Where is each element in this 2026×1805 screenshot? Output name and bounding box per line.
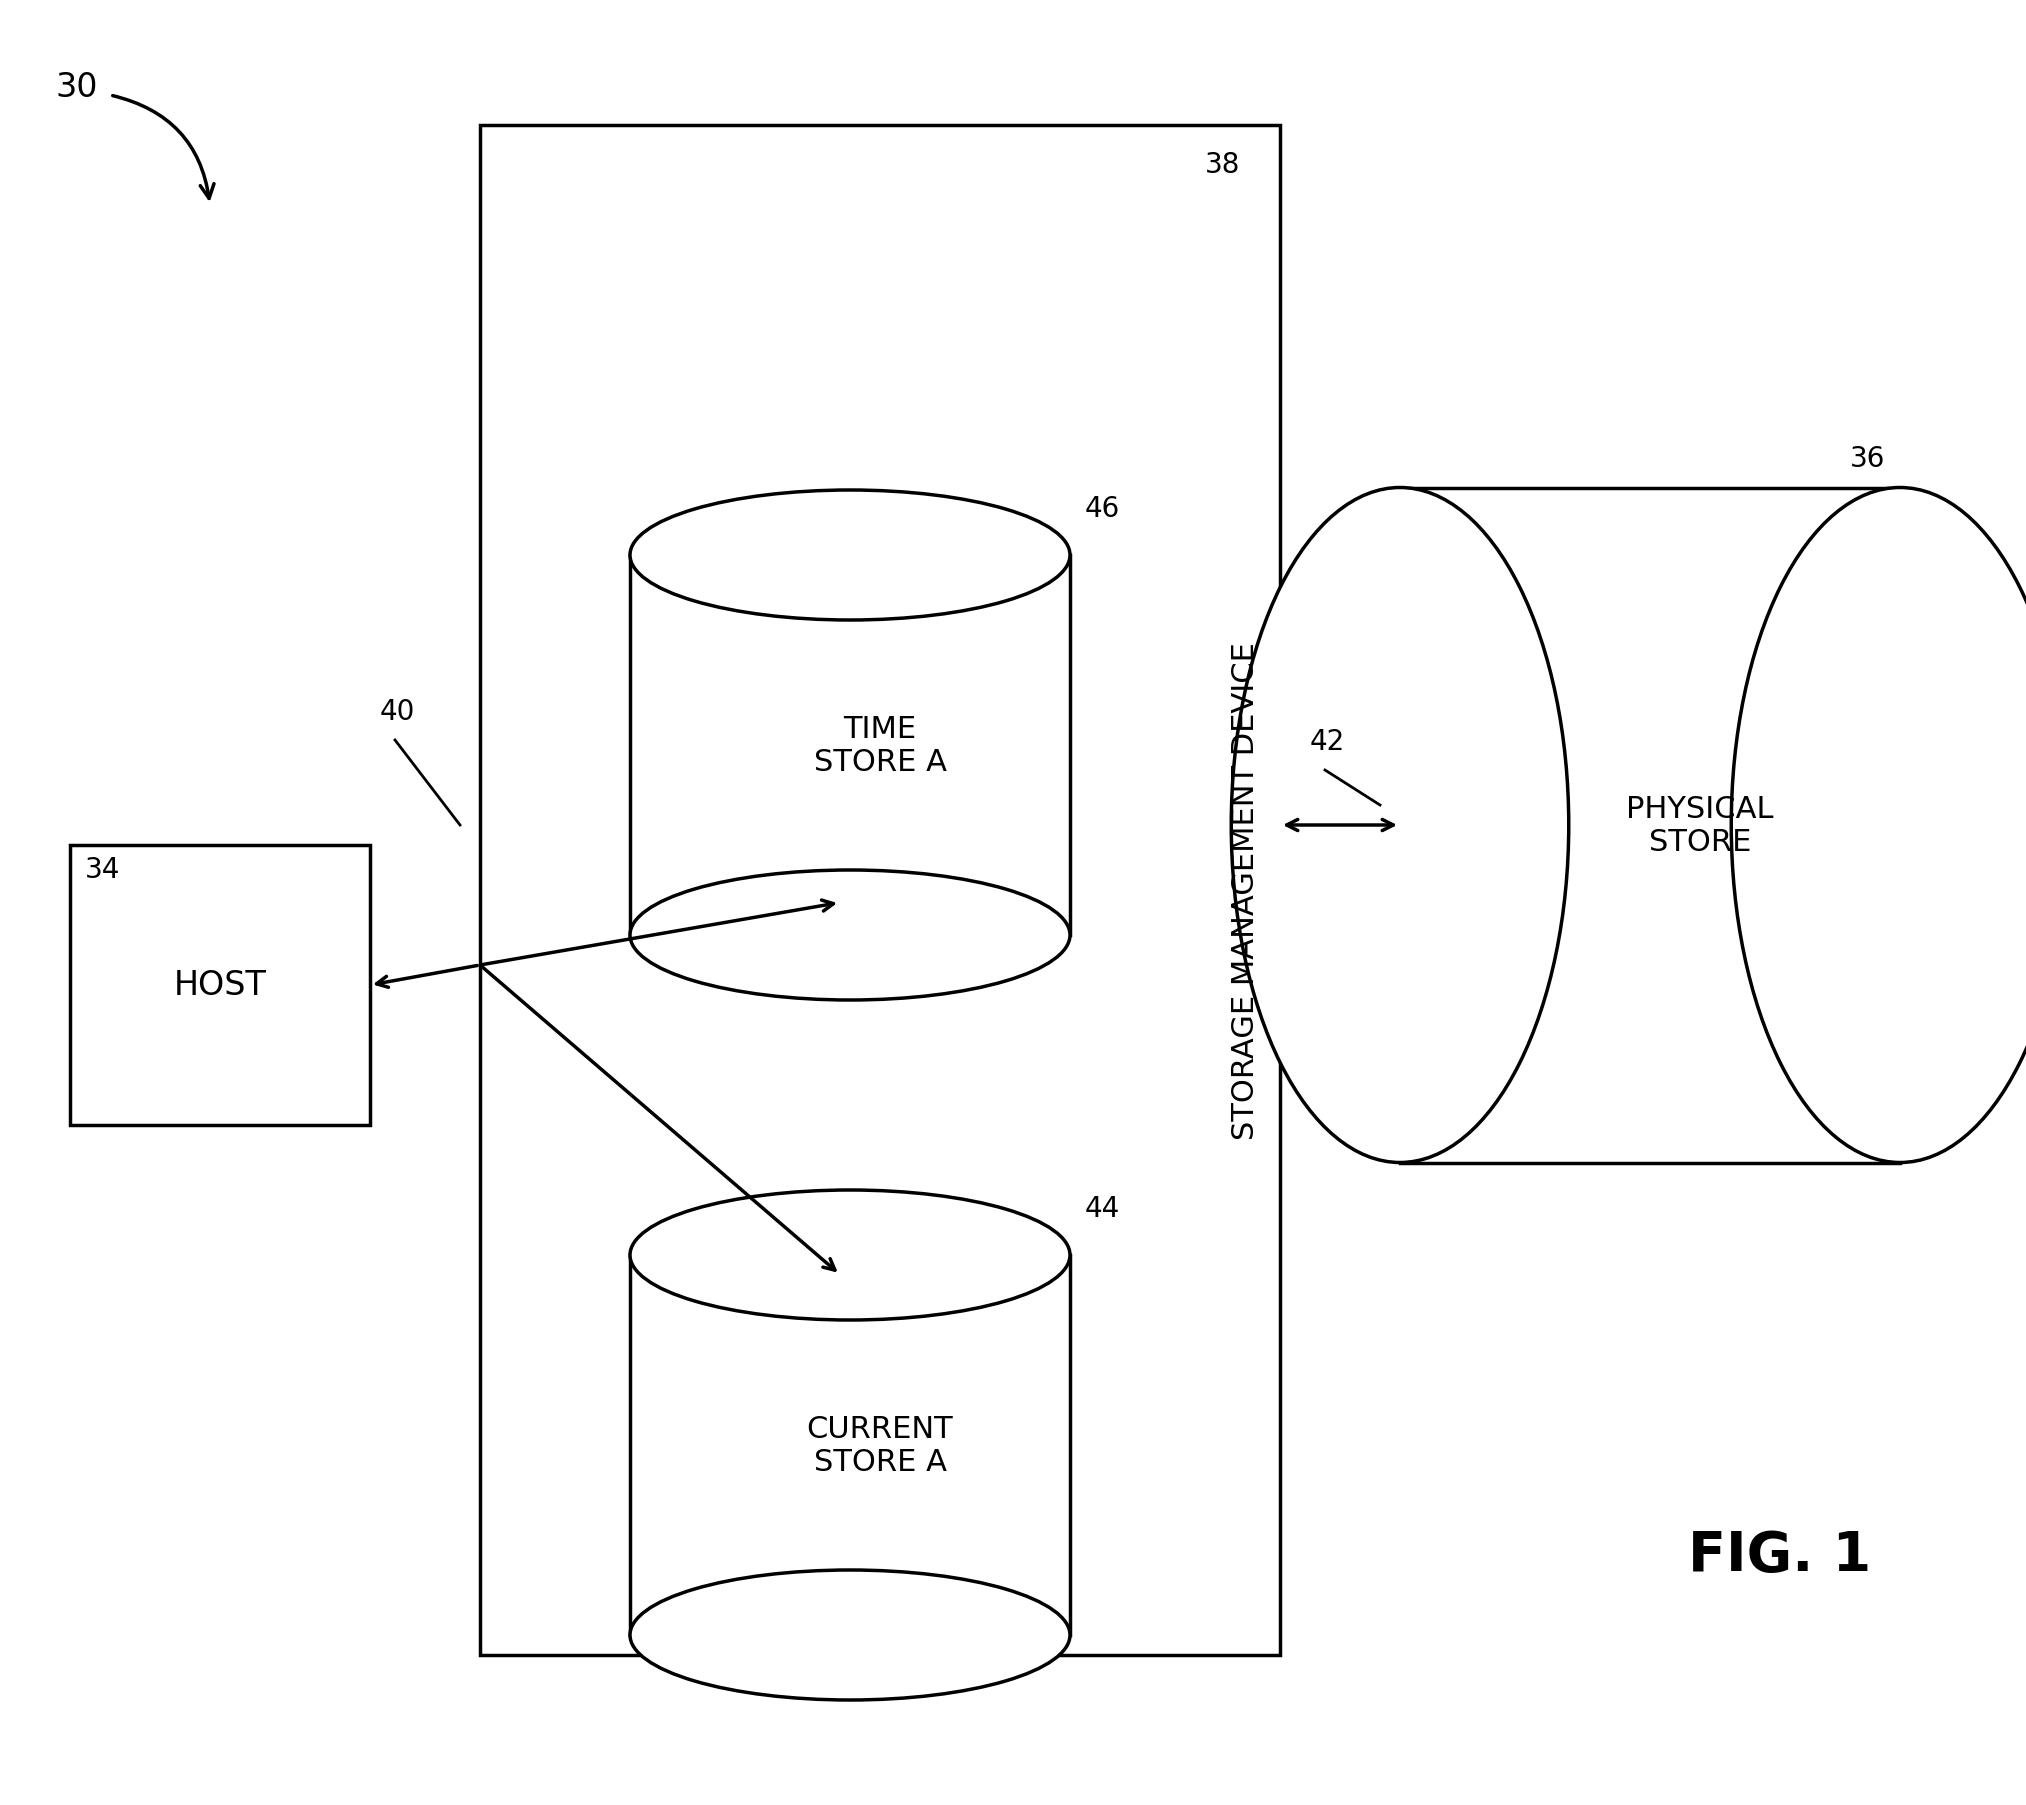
Text: HOST: HOST (174, 969, 267, 1002)
Ellipse shape (630, 870, 1070, 1000)
Text: 36: 36 (1850, 446, 1886, 473)
Ellipse shape (630, 491, 1070, 621)
Ellipse shape (1232, 487, 1568, 1162)
Ellipse shape (630, 1570, 1070, 1700)
Text: PHYSICAL
STORE: PHYSICAL STORE (1627, 794, 1773, 857)
Polygon shape (480, 126, 1280, 1655)
Text: 30: 30 (55, 70, 97, 105)
Text: 42: 42 (1311, 727, 1345, 756)
Text: 38: 38 (1205, 152, 1240, 179)
Text: STORAGE MANAGEMENT DEVICE: STORAGE MANAGEMENT DEVICE (1230, 643, 1260, 1139)
Text: 46: 46 (1086, 495, 1120, 523)
Polygon shape (630, 556, 1070, 935)
Text: CURRENT
STORE A: CURRENT STORE A (806, 1413, 954, 1476)
Text: 40: 40 (381, 697, 415, 726)
Ellipse shape (1732, 487, 2026, 1162)
Ellipse shape (630, 1189, 1070, 1319)
Polygon shape (630, 1254, 1070, 1635)
FancyArrowPatch shape (113, 97, 215, 199)
Text: FIG. 1: FIG. 1 (1688, 1529, 1872, 1583)
Polygon shape (1400, 487, 1900, 1162)
Polygon shape (71, 845, 371, 1125)
Text: TIME
STORE A: TIME STORE A (814, 715, 946, 776)
Text: 34: 34 (85, 856, 120, 883)
Text: 44: 44 (1086, 1195, 1120, 1222)
